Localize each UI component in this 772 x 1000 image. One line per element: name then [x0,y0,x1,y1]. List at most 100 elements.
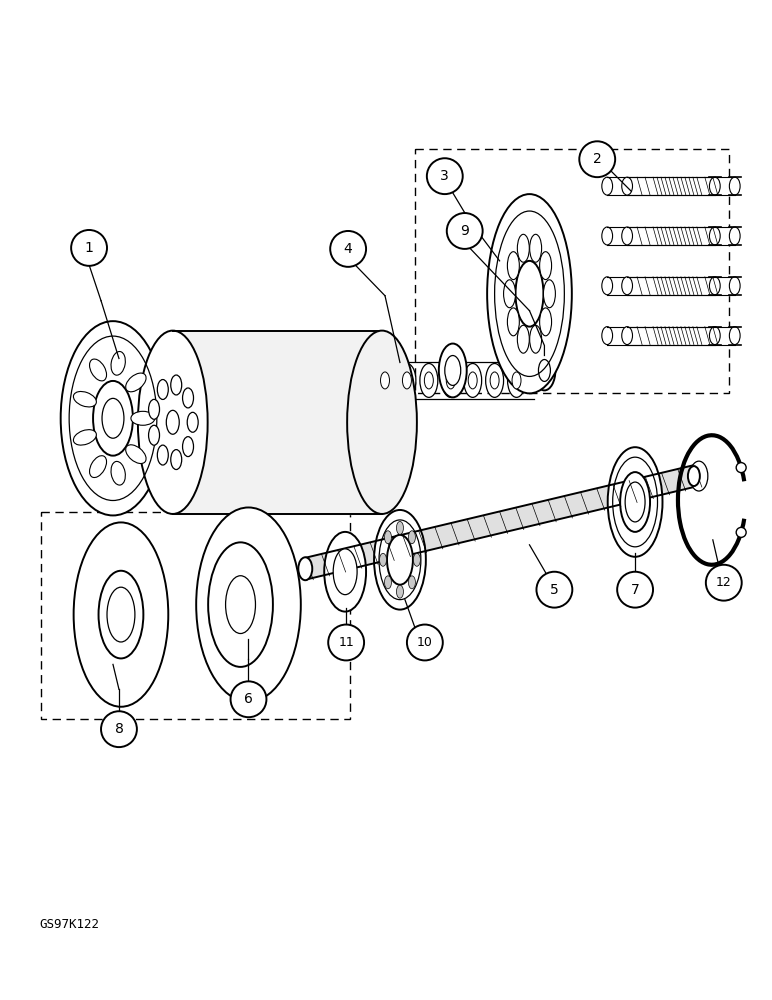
Ellipse shape [126,445,146,464]
Circle shape [101,711,137,747]
Ellipse shape [196,507,301,702]
Ellipse shape [507,252,520,280]
Ellipse shape [182,388,194,408]
Ellipse shape [111,461,125,485]
Ellipse shape [225,576,256,634]
Text: 9: 9 [460,224,469,238]
Ellipse shape [324,532,366,612]
Circle shape [328,625,364,660]
Ellipse shape [171,375,181,395]
Ellipse shape [608,447,662,557]
Text: 7: 7 [631,583,639,597]
Ellipse shape [507,308,520,336]
Ellipse shape [602,177,612,195]
Ellipse shape [503,280,516,308]
Ellipse shape [507,363,526,397]
Circle shape [736,463,747,473]
Ellipse shape [540,252,551,280]
Ellipse shape [621,327,632,345]
Ellipse shape [402,372,411,389]
Ellipse shape [621,227,632,245]
Ellipse shape [516,261,543,327]
Ellipse shape [90,456,107,478]
Ellipse shape [334,549,357,595]
Ellipse shape [420,363,438,397]
Ellipse shape [709,177,720,195]
Ellipse shape [157,445,168,465]
Polygon shape [305,465,694,580]
Text: 8: 8 [114,722,124,736]
Circle shape [537,572,572,608]
Ellipse shape [621,177,632,195]
Ellipse shape [397,585,404,598]
Ellipse shape [148,399,160,419]
Ellipse shape [61,321,165,515]
Ellipse shape [131,411,155,425]
Ellipse shape [102,398,124,438]
Circle shape [706,565,742,601]
Ellipse shape [530,325,542,353]
Ellipse shape [208,542,273,667]
Ellipse shape [384,576,391,589]
Ellipse shape [398,363,416,397]
Text: 3: 3 [440,169,449,183]
Bar [415,149,729,393]
Ellipse shape [543,280,555,308]
Ellipse shape [620,472,650,532]
Ellipse shape [93,381,133,456]
Ellipse shape [408,576,415,589]
Ellipse shape [730,277,740,295]
Ellipse shape [298,557,312,580]
Ellipse shape [442,363,460,397]
Circle shape [71,230,107,266]
Ellipse shape [381,372,390,389]
Ellipse shape [90,359,107,381]
Ellipse shape [602,327,612,345]
Ellipse shape [517,234,530,262]
Ellipse shape [166,410,179,434]
Ellipse shape [464,363,482,397]
Ellipse shape [540,308,551,336]
Ellipse shape [73,391,96,407]
Circle shape [579,141,615,177]
Ellipse shape [517,325,530,353]
Ellipse shape [425,372,433,389]
Circle shape [447,213,482,249]
Text: 12: 12 [716,576,732,589]
Ellipse shape [413,553,421,566]
Circle shape [617,572,653,608]
Ellipse shape [73,522,168,707]
Ellipse shape [538,360,550,381]
Ellipse shape [487,194,572,393]
Circle shape [231,681,266,717]
Circle shape [407,625,443,660]
Ellipse shape [533,351,555,390]
Ellipse shape [171,450,181,470]
Ellipse shape [438,344,467,397]
Ellipse shape [126,373,146,392]
Ellipse shape [709,277,720,295]
Ellipse shape [730,327,740,345]
Ellipse shape [384,531,391,544]
Ellipse shape [408,531,415,544]
Ellipse shape [148,425,160,445]
Ellipse shape [99,571,144,658]
Ellipse shape [709,327,720,345]
Ellipse shape [730,177,740,195]
Bar [41,512,350,719]
Text: 10: 10 [417,636,433,649]
Ellipse shape [188,412,198,432]
Text: 2: 2 [593,152,601,166]
Ellipse shape [486,363,503,397]
Ellipse shape [138,331,208,514]
Ellipse shape [157,380,168,399]
Ellipse shape [182,437,194,457]
Ellipse shape [347,331,417,514]
Ellipse shape [73,430,96,445]
Text: GS97K122: GS97K122 [39,918,100,931]
Ellipse shape [621,277,632,295]
Ellipse shape [709,227,720,245]
Text: 4: 4 [344,242,353,256]
Text: 6: 6 [244,692,253,706]
Ellipse shape [387,535,413,585]
